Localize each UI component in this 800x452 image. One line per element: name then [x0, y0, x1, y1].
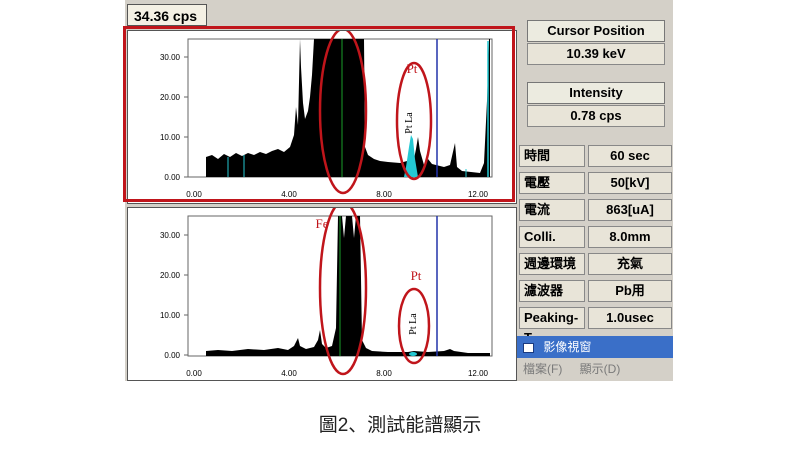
fe-annotation: Fe — [316, 216, 329, 231]
pt-la-peak — [409, 352, 417, 356]
spectrum-chart-bottom[interactable]: 30.00 20.00 10.00 0.00 0.00 4.00 8.00 12… — [128, 200, 516, 380]
x-tick-label: 0.00 — [186, 190, 202, 199]
param-value-current: 863[uA] — [588, 199, 672, 221]
menu-item-file[interactable]: 檔案(F) — [523, 362, 563, 376]
pt-annotation: Pt — [411, 268, 422, 283]
image-window-menubar: 檔案(F) 顯示(D) — [517, 358, 673, 380]
spectrum-trace — [206, 216, 490, 356]
cursor-position-label: Cursor Position — [527, 20, 665, 42]
param-value-voltage: 50[kV] — [588, 172, 672, 194]
spectrum-panel-top[interactable]: 30.00 20.00 10.00 0.00 0.00 4.00 8.00 12… — [127, 27, 517, 204]
pt-peak-highlight-circle — [397, 287, 431, 365]
y-tick-label: 30.00 — [160, 53, 181, 62]
x-tick-label: 8.00 — [376, 190, 392, 199]
param-value-filter: Pb用 — [588, 280, 672, 302]
intensity-value: 0.78 cps — [527, 105, 665, 127]
y-tick-label: 20.00 — [160, 93, 181, 102]
param-value-time: 60 sec — [588, 145, 672, 167]
param-label-time: 時間 — [519, 145, 585, 167]
figure-caption: 圖2、測試能譜顯示 — [318, 415, 482, 436]
y-tick-label: 0.00 — [164, 351, 180, 360]
x-tick-label: 4.00 — [281, 369, 297, 378]
param-label-current: 電流 — [519, 199, 585, 221]
image-window-title: 影像視窗 — [543, 340, 592, 354]
y-tick-label: 10.00 — [160, 311, 181, 320]
param-label-collimator: Colli. — [519, 226, 585, 248]
param-value-collimator: 8.0mm — [588, 226, 672, 248]
cursor-position-value: 10.39 keV — [527, 43, 665, 65]
param-label-voltage: 電壓 — [519, 172, 585, 194]
x-tick-label: 0.00 — [186, 369, 202, 378]
pt-la-annotation: Pt La — [408, 313, 419, 335]
x-tick-label: 8.00 — [376, 369, 392, 378]
x-tick-label: 12.00 — [468, 369, 489, 378]
window-icon — [523, 342, 534, 353]
x-tick-label: 4.00 — [281, 190, 297, 199]
x-tick-label: 12.00 — [468, 190, 489, 199]
intensity-label: Intensity — [527, 82, 665, 104]
y-tick-label: 20.00 — [160, 271, 181, 280]
pt-peak-highlight-circle — [395, 61, 433, 181]
pt-la-annotation: Pt La — [404, 112, 415, 134]
param-label-peaking-time: Peaking-T — [519, 307, 585, 345]
spectrum-panel-bottom[interactable]: 30.00 20.00 10.00 0.00 0.00 4.00 8.00 12… — [127, 200, 517, 381]
param-value-peaking-time: 1.0usec — [588, 307, 672, 329]
param-label-environment: 週邊環境 — [519, 253, 585, 275]
param-label-filter: 濾波器 — [519, 280, 585, 302]
param-value-environment: 充氣 — [588, 253, 672, 275]
spectrum-trace — [206, 39, 490, 177]
y-tick-label: 30.00 — [160, 231, 181, 240]
menu-item-display[interactable]: 顯示(D) — [579, 362, 621, 376]
pt-annotation: Pt — [407, 61, 418, 76]
y-tick-label: 0.00 — [164, 173, 180, 182]
spectrum-chart-top[interactable]: 30.00 20.00 10.00 0.00 0.00 4.00 8.00 12… — [128, 27, 516, 203]
y-tick-label: 10.00 — [160, 133, 181, 142]
image-window-titlebar[interactable]: 影像視窗 — [517, 336, 673, 358]
pt-la-peak — [404, 135, 418, 177]
count-rate-display: 34.36 cps — [127, 4, 207, 26]
